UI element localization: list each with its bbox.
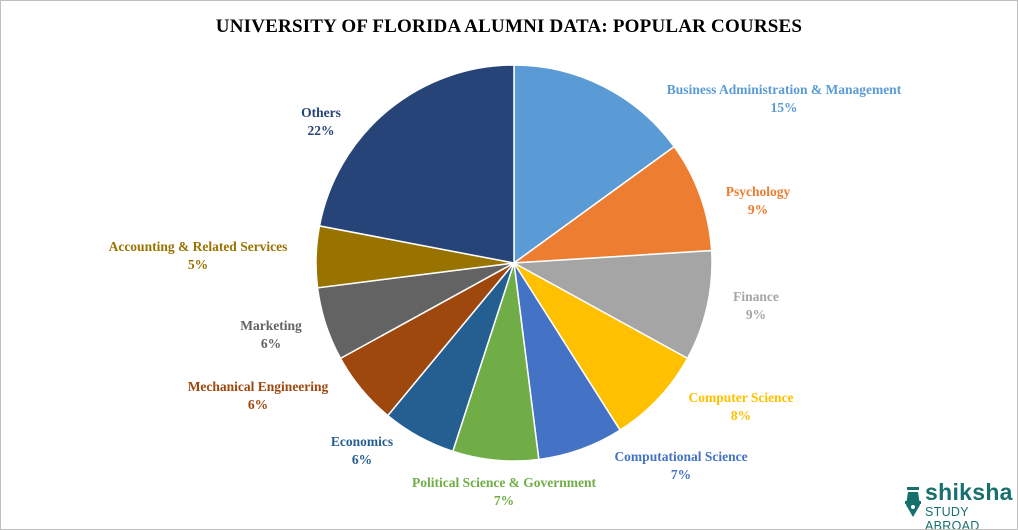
slice-label-name: Mechanical Engineering: [187, 379, 329, 394]
slice-label-name: Psychology: [725, 184, 791, 199]
slice-label: Marketing 6%: [240, 317, 302, 353]
slice-label-name: Economics: [330, 434, 394, 449]
slice-label: Business Administration & Management 15%: [667, 81, 901, 117]
slice-label-value: 22%: [307, 123, 335, 138]
logo-tagline: STUDY ABROAD: [925, 505, 980, 530]
slice-label-value: 7%: [493, 493, 515, 508]
slice-label-name: Others: [301, 105, 341, 120]
slice-label-name: Marketing: [240, 318, 302, 333]
slice-label: Computational Science 7%: [614, 448, 747, 484]
slice-label-name: Computer Science: [688, 390, 794, 405]
pie-slice: [511, 145, 713, 264]
slice-label: Political Science & Government 7%: [412, 474, 596, 510]
slice-label: Finance 9%: [733, 288, 779, 324]
slice-label: Psychology 9%: [726, 183, 791, 219]
slice-label: Mechanical Engineering 6%: [188, 378, 329, 414]
slice-label-value: 5%: [187, 257, 209, 272]
pie-slice: [318, 64, 515, 264]
slice-label: Others 22%: [301, 104, 341, 140]
pie-slice: [513, 64, 676, 265]
slice-label-value: 8%: [730, 408, 752, 423]
slice-label: Accounting & Related Services 5%: [109, 238, 288, 274]
slice-label-name: Business Administration & Management: [666, 82, 902, 97]
pie-slice: [511, 249, 713, 360]
slice-label-name: Computational Science: [614, 449, 748, 464]
slice-label-value: 7%: [670, 467, 692, 482]
chart-title: UNIVERSITY OF FLORIDA ALUMNI DATA: POPUL…: [215, 16, 803, 37]
slice-label-name: Accounting & Related Services: [108, 239, 288, 254]
slice-label-name: Finance: [733, 289, 779, 304]
slice-label: Economics 6%: [331, 433, 393, 469]
slice-label-value: 6%: [260, 336, 282, 351]
slice-label-value: 9%: [745, 307, 767, 322]
pie-slice: [513, 262, 689, 432]
logo-name: shiksha: [925, 479, 1013, 505]
slice-label: Computer Science 8%: [688, 389, 793, 425]
slice-label-value: 15%: [770, 100, 798, 115]
slice-label-value: 6%: [247, 397, 269, 412]
slice-label-value: 6%: [351, 452, 373, 467]
slice-label-value: 9%: [747, 202, 769, 217]
shiksha-logo: shiksha STUDY ABROAD: [903, 479, 1013, 529]
slice-label-name: Political Science & Government: [411, 475, 597, 490]
pen-nib-icon: [905, 487, 921, 517]
